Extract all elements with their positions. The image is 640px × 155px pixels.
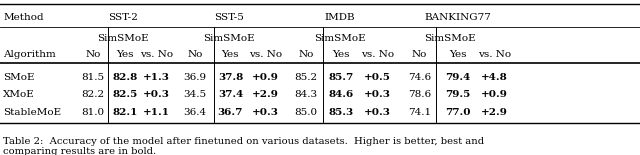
Text: 79.4: 79.4 bbox=[445, 73, 470, 82]
Text: +0.9: +0.9 bbox=[481, 90, 508, 99]
Text: +2.9: +2.9 bbox=[481, 108, 508, 117]
Text: 82.2: 82.2 bbox=[81, 90, 104, 99]
Text: SimSMoE: SimSMoE bbox=[97, 34, 148, 43]
Text: Yes: Yes bbox=[332, 50, 350, 59]
Text: 85.0: 85.0 bbox=[294, 108, 317, 117]
Text: comparing results are in bold.: comparing results are in bold. bbox=[3, 147, 156, 155]
Text: +0.3: +0.3 bbox=[143, 90, 170, 99]
Text: 74.6: 74.6 bbox=[408, 73, 431, 82]
Text: 78.6: 78.6 bbox=[408, 90, 431, 99]
Text: 34.5: 34.5 bbox=[184, 90, 207, 99]
Text: +0.3: +0.3 bbox=[364, 108, 391, 117]
Text: 85.7: 85.7 bbox=[328, 73, 354, 82]
Text: 81.0: 81.0 bbox=[81, 108, 104, 117]
Text: vs. No: vs. No bbox=[140, 50, 173, 59]
Text: Yes: Yes bbox=[221, 50, 239, 59]
Text: SimSMoE: SimSMoE bbox=[424, 34, 476, 43]
Text: vs. No: vs. No bbox=[478, 50, 511, 59]
Text: 85.3: 85.3 bbox=[328, 108, 354, 117]
Text: 82.8: 82.8 bbox=[112, 73, 138, 82]
Text: +0.3: +0.3 bbox=[364, 90, 391, 99]
Text: 37.4: 37.4 bbox=[218, 90, 243, 99]
Text: vs. No: vs. No bbox=[361, 50, 394, 59]
Text: 36.4: 36.4 bbox=[184, 108, 207, 117]
Text: +0.3: +0.3 bbox=[252, 108, 279, 117]
Text: 36.7: 36.7 bbox=[218, 108, 243, 117]
Text: 81.5: 81.5 bbox=[81, 73, 104, 82]
Text: SimSMoE: SimSMoE bbox=[314, 34, 365, 43]
Text: SST-2: SST-2 bbox=[108, 13, 138, 22]
Text: IMDB: IMDB bbox=[324, 13, 355, 22]
Text: 79.5: 79.5 bbox=[445, 90, 470, 99]
Text: StableMoE: StableMoE bbox=[3, 108, 61, 117]
Text: 82.5: 82.5 bbox=[112, 90, 138, 99]
Text: No: No bbox=[85, 50, 100, 59]
Text: 85.2: 85.2 bbox=[294, 73, 317, 82]
Text: 36.9: 36.9 bbox=[184, 73, 207, 82]
Text: Yes: Yes bbox=[116, 50, 134, 59]
Text: +4.8: +4.8 bbox=[481, 73, 508, 82]
Text: +0.9: +0.9 bbox=[252, 73, 279, 82]
Text: +2.9: +2.9 bbox=[252, 90, 279, 99]
Text: SMoE: SMoE bbox=[3, 73, 35, 82]
Text: XMoE: XMoE bbox=[3, 90, 35, 99]
Text: SST-5: SST-5 bbox=[214, 13, 244, 22]
Text: 82.1: 82.1 bbox=[112, 108, 138, 117]
Text: +1.1: +1.1 bbox=[143, 108, 170, 117]
Text: 37.8: 37.8 bbox=[218, 73, 243, 82]
Text: Method: Method bbox=[3, 13, 44, 22]
Text: BANKING77: BANKING77 bbox=[425, 13, 492, 22]
Text: No: No bbox=[412, 50, 427, 59]
Text: vs. No: vs. No bbox=[249, 50, 282, 59]
Text: Yes: Yes bbox=[449, 50, 467, 59]
Text: 74.1: 74.1 bbox=[408, 108, 431, 117]
Text: 84.6: 84.6 bbox=[328, 90, 354, 99]
Text: +1.3: +1.3 bbox=[143, 73, 170, 82]
Text: Table 2:  Accuracy of the model after finetuned on various datasets.  Higher is : Table 2: Accuracy of the model after fin… bbox=[3, 137, 484, 146]
Text: 77.0: 77.0 bbox=[445, 108, 470, 117]
Text: Algorithm: Algorithm bbox=[3, 50, 56, 59]
Text: No: No bbox=[188, 50, 203, 59]
Text: +0.5: +0.5 bbox=[364, 73, 391, 82]
Text: 84.3: 84.3 bbox=[294, 90, 317, 99]
Text: No: No bbox=[298, 50, 314, 59]
Text: SimSMoE: SimSMoE bbox=[204, 34, 255, 43]
